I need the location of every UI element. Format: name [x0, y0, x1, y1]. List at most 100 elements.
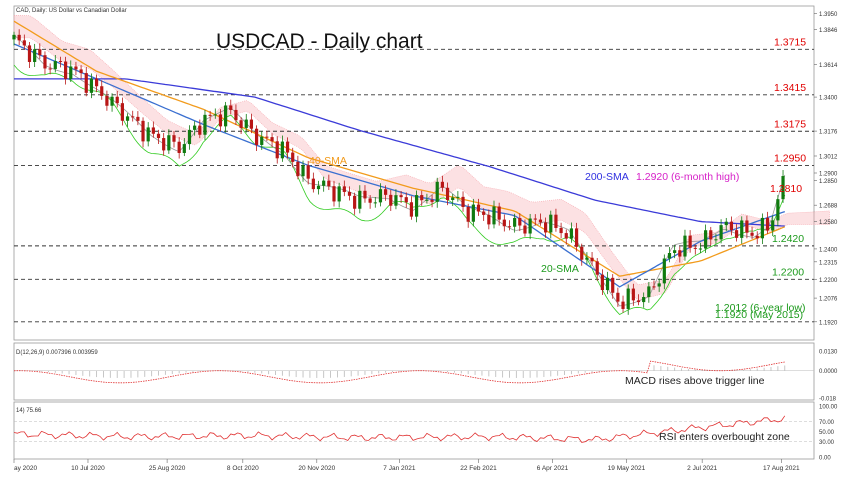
candle-body: [311, 178, 315, 190]
candle-body: [513, 217, 517, 227]
macd-lines: 0.0130 0.0000 -0.018: [13, 350, 838, 403]
candle-body: [79, 69, 83, 74]
candle-body: [502, 219, 506, 227]
candle-body: [724, 221, 728, 226]
candle-body: [38, 49, 42, 56]
candle-body: [151, 127, 155, 134]
candle-body: [734, 230, 739, 238]
candle-body: [218, 114, 223, 127]
candle-body: [327, 180, 331, 187]
chikou-line: [13, 64, 786, 315]
candle-body: [688, 235, 692, 248]
candlesticks: [12, 29, 785, 315]
candle-body: [605, 277, 610, 291]
candle-body: [698, 248, 703, 250]
candle-body: [125, 116, 130, 121]
candle-body: [580, 246, 584, 260]
candle-body: [745, 220, 749, 233]
time-tick-label: 22 Feb 2021: [460, 465, 497, 472]
candle-body: [74, 66, 78, 70]
chart-title: USDCAD - Daily chart: [216, 30, 423, 53]
time-tick-label: 7 Jan 2021: [383, 465, 416, 472]
candle-body: [203, 114, 207, 135]
candle-body: [709, 230, 713, 240]
candle-body: [260, 136, 264, 145]
price-tick-label: 1.2315: [819, 260, 838, 266]
candle-body: [569, 228, 574, 239]
candle-body: [404, 197, 408, 203]
rsi-params-label: 14) 75.66: [16, 408, 42, 414]
rsi-line: [13, 415, 786, 443]
candle-body: [590, 257, 594, 262]
candle-body: [373, 202, 377, 204]
candle-body: [182, 144, 186, 153]
time-tick-label: 8 Oct 2020: [227, 465, 259, 472]
candle-body: [673, 250, 677, 253]
sma-line-200-sma: [14, 78, 785, 227]
level-label: 1.2200: [772, 266, 804, 278]
candle-body: [662, 258, 666, 284]
candle-body: [131, 116, 135, 118]
candle-body: [704, 230, 708, 249]
rsi-panel: [13, 401, 815, 460]
rsi-tick-label: 70.00: [819, 420, 835, 426]
candle-body: [616, 292, 620, 302]
price-tick-label: 1.3950: [819, 12, 838, 18]
candle-body: [69, 66, 73, 79]
candle-body: [353, 195, 357, 209]
candle-body: [399, 195, 403, 198]
rsi-line: 100.00 70.00 50.00 30.00 0.00: [13, 405, 838, 462]
candle-body: [440, 181, 444, 188]
candle-body: [611, 277, 615, 293]
candle-body: [574, 228, 579, 247]
candle-body: [667, 252, 672, 259]
candle-body: [425, 199, 429, 201]
candle-body: [497, 206, 501, 220]
sma200-label: 200-SMA: [585, 171, 629, 183]
candle-body: [115, 96, 119, 104]
candle-body: [647, 286, 651, 298]
level-12810-label: 1.2810: [770, 183, 802, 195]
candle-body: [760, 217, 764, 239]
candle-body: [162, 138, 166, 151]
candle-body: [755, 235, 759, 239]
candle-body: [729, 221, 734, 231]
candle-body: [719, 225, 723, 240]
rsi-tick-label: 50.00: [819, 430, 835, 436]
macd-panel: [13, 342, 815, 401]
candle-body: [270, 137, 274, 142]
candle-body: [136, 116, 140, 121]
candle-body: [322, 180, 326, 186]
sma20-label: 20-SMA: [541, 263, 579, 275]
candle-body: [27, 45, 32, 62]
candle-body: [84, 73, 88, 93]
symbol-label: CAD, Daily: US Dollar vs Canadian Dollar: [16, 8, 127, 14]
candle-body: [306, 165, 310, 179]
candle-body: [693, 247, 697, 249]
price-tick-label: 1.2076: [819, 297, 838, 303]
time-axis: ay 2020 10 Jul 2020 25 Aug 2020 8 Oct 2020 2…: [13, 459, 800, 472]
macd-line: [13, 360, 785, 384]
time-tick-label: 10 Jul 2020: [71, 465, 105, 472]
candle-body: [683, 235, 687, 257]
candle-body: [476, 204, 481, 212]
time-tick-label: 2 Jul 2021: [687, 465, 717, 472]
candle-body: [120, 103, 124, 121]
macd-tick-label: 0.0000: [819, 369, 838, 375]
candle-body: [332, 186, 336, 202]
candle-body: [89, 78, 94, 93]
sma40-label: 40-SMA: [309, 155, 347, 167]
candle-body: [285, 141, 290, 153]
candle-body: [621, 301, 625, 309]
price-tick-label: 1.2688: [819, 204, 838, 210]
six-month-high-label: 1.2920 (6-month high): [636, 171, 739, 183]
candle-body: [626, 288, 630, 309]
candle-body: [482, 211, 486, 215]
candle-body: [229, 105, 233, 110]
candle-body: [172, 135, 176, 142]
candle-body: [414, 195, 419, 217]
candle-body: [239, 120, 243, 128]
macd-tick-label: 0.0130: [819, 350, 838, 356]
candle-body: [461, 196, 465, 207]
candle-body: [43, 55, 47, 69]
